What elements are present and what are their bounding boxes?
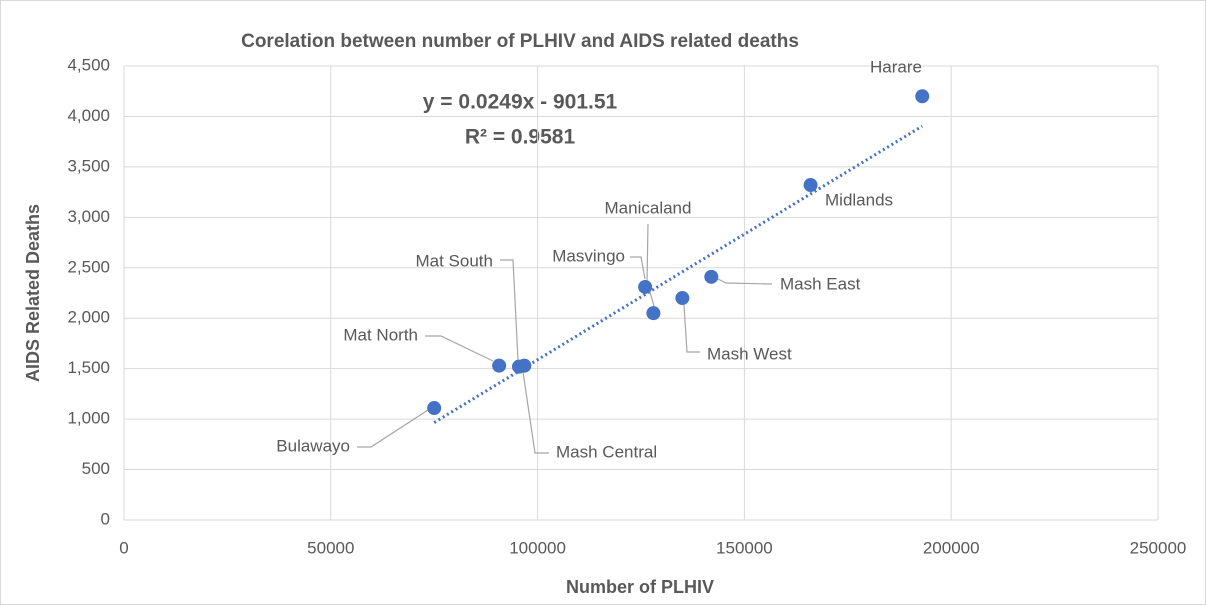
leader-line (357, 409, 429, 448)
point-label: Mash Central (556, 442, 657, 461)
x-tick-label: 150000 (716, 538, 773, 557)
x-tick-label: 200000 (923, 538, 980, 557)
leader-line (522, 371, 549, 454)
leader-line (425, 335, 494, 362)
point-label: Mat South (416, 251, 494, 270)
point (638, 279, 653, 294)
chart-title: Corelation between number of PLHIV and A… (241, 31, 799, 52)
leader-line (715, 277, 773, 285)
leader-line (683, 304, 700, 353)
trendline-equation: y = 0.0249x - 901.51 (423, 91, 618, 114)
x-axis-title: Number of PLHIV (566, 577, 714, 597)
point (492, 358, 507, 373)
trendline-r2: R² = 0.9581 (465, 126, 576, 149)
trendline (433, 124, 924, 424)
x-tick-label: 100000 (509, 538, 566, 557)
point (517, 358, 532, 373)
leader-line (500, 259, 519, 361)
point-label: Masvingo (552, 246, 625, 265)
x-tick-label: 250000 (1130, 538, 1187, 557)
y-tick-label: 3,000 (67, 207, 110, 226)
x-tick-label: 0 (119, 538, 128, 557)
y-tick-label: 4,500 (67, 55, 110, 74)
y-tick-label: 1,000 (67, 409, 110, 428)
point-label: Harare (870, 57, 922, 76)
point (675, 291, 690, 306)
point-label: Midlands (825, 190, 893, 209)
leader-line (630, 256, 646, 280)
point-label: Mash East (780, 274, 861, 293)
point (427, 401, 442, 416)
x-tick-label: 50000 (307, 538, 354, 557)
point (704, 269, 719, 284)
point-label: Manicaland (605, 198, 692, 217)
y-tick-label: 1,500 (67, 358, 110, 377)
y-tick-label: 3,500 (67, 156, 110, 175)
point (915, 89, 930, 104)
y-tick-label: 500 (82, 459, 110, 478)
point (803, 178, 818, 193)
point-label: Mash West (707, 344, 792, 363)
y-tick-label: 2,000 (67, 308, 110, 327)
point-label: Bulawayo (276, 436, 350, 455)
point (646, 306, 661, 321)
point-label: Mat North (343, 325, 418, 344)
y-tick-label: 0 (101, 509, 110, 528)
y-tick-label: 4,000 (67, 106, 110, 125)
y-axis-title: AIDS Related Deaths (23, 204, 43, 382)
y-tick-label: 2,500 (67, 257, 110, 276)
